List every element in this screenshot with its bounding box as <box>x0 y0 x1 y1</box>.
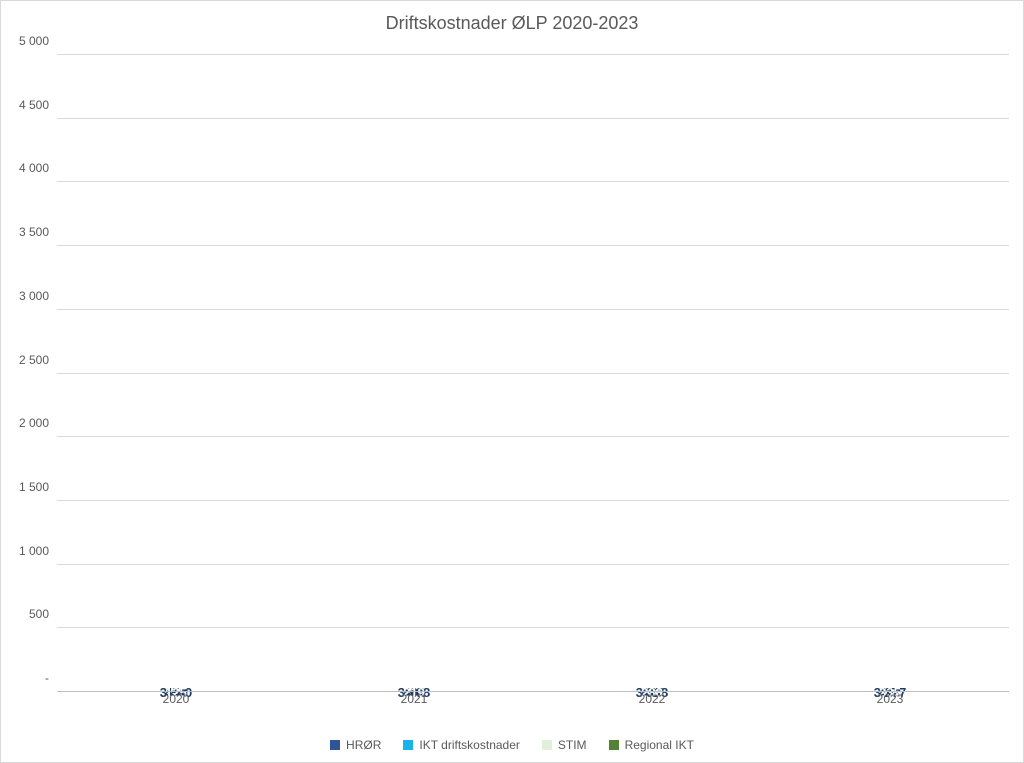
y-tick-label: 3 500 <box>19 225 57 239</box>
x-tick-label: 2022 <box>533 692 771 712</box>
grid-line <box>57 627 1009 628</box>
bar-slot: 4503 277373335 <box>771 55 1009 692</box>
legend-item: STIM <box>542 738 587 752</box>
y-tick-label: 4 000 <box>19 161 57 175</box>
y-tick-label: 2 000 <box>19 416 57 430</box>
y-tick-label: 2 500 <box>19 353 57 367</box>
bar-slot: 4573 318327288 <box>533 55 771 692</box>
y-tick-label: 3 000 <box>19 289 57 303</box>
legend-label: STIM <box>558 738 587 752</box>
grid-line <box>57 373 1009 374</box>
legend-swatch <box>542 740 552 750</box>
legend: HRØR IKT driftskostnader STIM Regional IKT <box>1 738 1023 752</box>
legend-swatch <box>330 740 340 750</box>
y-tick-label: 5 000 <box>19 34 57 48</box>
legend-label: Regional IKT <box>625 738 694 752</box>
grid-line <box>57 181 1009 182</box>
legend-swatch <box>403 740 413 750</box>
bar-slot: 4613 408198219 <box>295 55 533 692</box>
grid-line <box>57 309 1009 310</box>
grid-line <box>57 500 1009 501</box>
x-tick-label: 2020 <box>57 692 295 712</box>
plot-area: 4233 4401541254613 4081982194573 3183272… <box>57 55 1009 692</box>
chart-title: Driftskostnader ØLP 2020-2023 <box>1 1 1023 34</box>
grid-line <box>57 245 1009 246</box>
legend-label: IKT driftskostnader <box>419 738 520 752</box>
chart-container: Driftskostnader ØLP 2020-2023 4233 44015… <box>0 0 1024 763</box>
legend-label: HRØR <box>346 738 381 752</box>
y-tick-label: 4 500 <box>19 98 57 112</box>
bar-slot: 4233 440154125 <box>57 55 295 692</box>
legend-item: Regional IKT <box>609 738 694 752</box>
y-tick-label: - <box>45 671 57 685</box>
grid-line <box>57 436 1009 437</box>
legend-item: IKT driftskostnader <box>403 738 520 752</box>
grid-line <box>57 54 1009 55</box>
y-tick-label: 1 500 <box>19 480 57 494</box>
grid-line <box>57 118 1009 119</box>
x-tick-label: 2023 <box>771 692 1009 712</box>
x-axis: 2020202120222023 <box>57 692 1009 712</box>
grid-line <box>57 564 1009 565</box>
legend-swatch <box>609 740 619 750</box>
y-tick-label: 500 <box>29 607 57 621</box>
y-tick-label: 1 000 <box>19 544 57 558</box>
bars-row: 4233 4401541254613 4081982194573 3183272… <box>57 55 1009 692</box>
x-tick-label: 2021 <box>295 692 533 712</box>
legend-item: HRØR <box>330 738 381 752</box>
